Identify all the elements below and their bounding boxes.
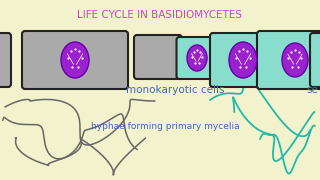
Text: LIFE CYCLE IN BASIDIOMYCETES: LIFE CYCLE IN BASIDIOMYCETES <box>77 10 243 20</box>
FancyBboxPatch shape <box>0 33 11 87</box>
FancyBboxPatch shape <box>134 35 182 79</box>
FancyBboxPatch shape <box>257 31 320 89</box>
Ellipse shape <box>229 42 257 78</box>
Text: hyphae forming primary mycelia: hyphae forming primary mycelia <box>91 122 239 131</box>
Text: monokaryotic cells: monokaryotic cells <box>126 85 224 95</box>
FancyBboxPatch shape <box>177 37 218 79</box>
Text: se: se <box>306 85 318 95</box>
Ellipse shape <box>61 42 89 78</box>
Ellipse shape <box>282 43 308 77</box>
FancyBboxPatch shape <box>210 33 276 87</box>
Ellipse shape <box>187 45 207 71</box>
FancyBboxPatch shape <box>310 33 320 87</box>
FancyBboxPatch shape <box>22 31 128 89</box>
